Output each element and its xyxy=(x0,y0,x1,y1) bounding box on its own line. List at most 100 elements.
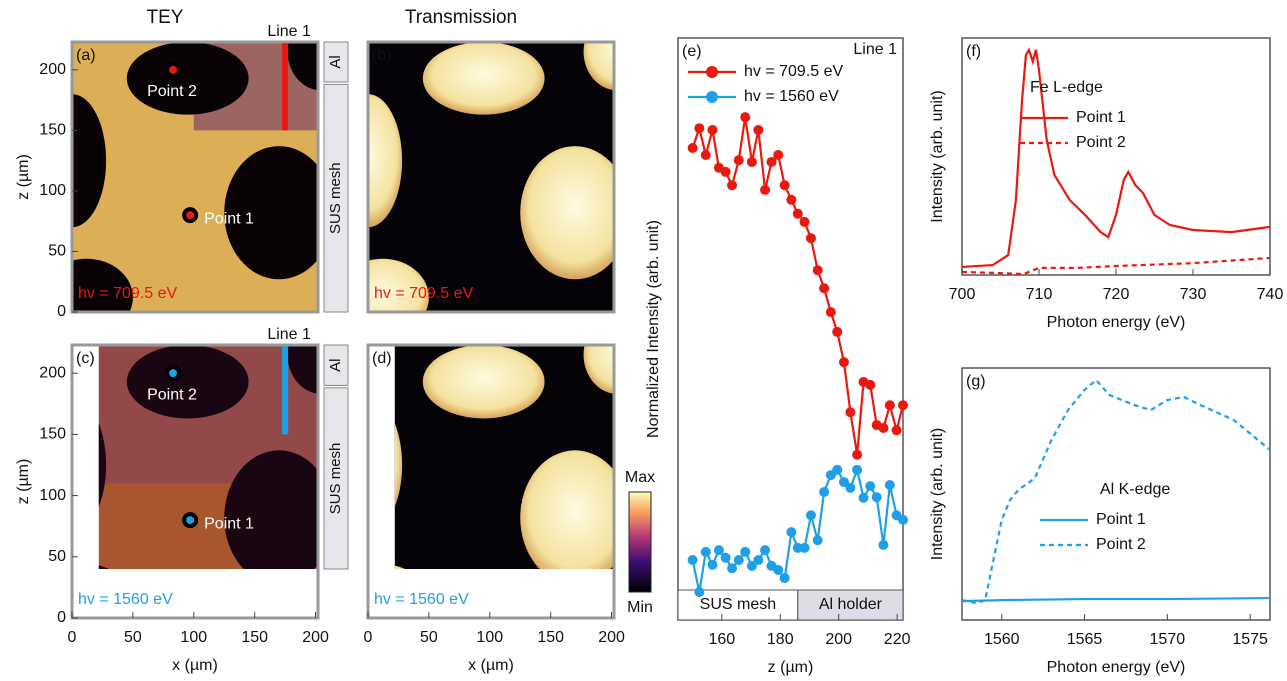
image-feature xyxy=(583,42,614,91)
frame xyxy=(70,40,320,314)
series-marker xyxy=(779,573,790,584)
y-tick-label: 50 xyxy=(48,243,66,260)
legend-label: Point 1 xyxy=(1096,511,1146,528)
image-feature xyxy=(224,146,318,280)
point-label: Point 1 xyxy=(204,515,254,532)
series-marker xyxy=(898,514,908,525)
image-feature xyxy=(72,94,107,228)
y-tick-label: 100 xyxy=(39,487,66,504)
panel-label: (g) xyxy=(966,373,986,390)
series-marker xyxy=(779,180,790,191)
series-marker xyxy=(898,400,908,411)
series-marker xyxy=(720,552,731,563)
panel-label: (a) xyxy=(76,47,96,64)
x-tick-label: 1575 xyxy=(1232,631,1268,648)
x-tick-label: 50 xyxy=(124,629,142,646)
y-tick-label: 100 xyxy=(39,182,66,199)
frame xyxy=(961,367,1271,621)
image-feature xyxy=(394,565,405,570)
point-dot xyxy=(186,211,195,220)
x-axis-label: Photon energy (eV) xyxy=(1047,314,1186,331)
side-label: Al xyxy=(327,55,344,68)
series-marker xyxy=(812,535,823,546)
column-title: TEY xyxy=(147,7,184,28)
profile-line xyxy=(282,43,289,131)
image-feature xyxy=(126,42,249,115)
image-feature xyxy=(98,565,109,570)
series-marker xyxy=(766,156,777,167)
image-feature xyxy=(368,258,429,312)
series-marker xyxy=(773,564,784,575)
legend-marker xyxy=(706,91,718,103)
x-tick-label: 700 xyxy=(949,286,976,303)
series-marker xyxy=(852,449,863,460)
y-tick-label: 150 xyxy=(39,426,66,443)
side-band xyxy=(323,387,349,570)
y-tick-label: 200 xyxy=(39,364,66,381)
image-feature xyxy=(422,42,545,115)
series-marker xyxy=(760,184,771,195)
series-marker xyxy=(694,587,705,598)
side-label: Al xyxy=(327,359,344,372)
series-marker xyxy=(687,555,698,566)
series-marker xyxy=(700,546,711,557)
image-feature xyxy=(126,345,249,419)
series-line xyxy=(961,256,1271,276)
x-axis-label: x (µm) xyxy=(468,657,514,674)
point-label: Point 2 xyxy=(147,386,197,403)
panel-label: (b) xyxy=(372,47,392,64)
panel-label: (c) xyxy=(76,350,95,367)
annotation: hv = 1560 eV xyxy=(374,591,469,608)
series-marker xyxy=(740,112,751,123)
y-axis-label: z (µm) xyxy=(15,459,32,505)
image-feature xyxy=(583,345,614,394)
frame xyxy=(366,343,616,620)
legend-label: Point 1 xyxy=(1076,109,1126,126)
legend-label: Point 2 xyxy=(1076,134,1126,151)
series-marker xyxy=(700,149,711,160)
series-marker xyxy=(878,422,889,433)
region-band xyxy=(797,589,904,621)
series-marker xyxy=(799,542,810,553)
image-feature xyxy=(287,345,318,394)
series-marker xyxy=(891,425,902,436)
series-marker xyxy=(786,194,797,205)
series-marker xyxy=(707,559,718,570)
x-tick-label: 200 xyxy=(825,631,852,648)
x-axis-label: Photon energy (eV) xyxy=(1047,659,1186,676)
x-tick-label: 100 xyxy=(180,629,207,646)
line-label: Line 1 xyxy=(267,326,311,343)
series-marker xyxy=(733,555,744,566)
point-dot xyxy=(186,516,195,525)
point-dot xyxy=(169,65,178,74)
series-marker xyxy=(753,555,764,566)
series-marker xyxy=(845,407,856,418)
y-axis-label: Intensity (arb. unit) xyxy=(929,428,946,561)
series-marker xyxy=(727,563,738,574)
colorbar-max: Max xyxy=(625,469,655,486)
point-label: Point 2 xyxy=(147,83,197,100)
colorbar-min: Min xyxy=(627,599,653,616)
series-marker xyxy=(838,477,849,488)
x-tick-label: 730 xyxy=(1180,286,1207,303)
region-label: SUS mesh xyxy=(700,596,776,613)
image-feature xyxy=(520,146,614,280)
x-tick-label: 1560 xyxy=(984,631,1020,648)
legend-title: Al K-edge xyxy=(1100,481,1170,498)
legend-title: Fe L-edge xyxy=(1030,79,1103,96)
series-marker xyxy=(805,510,816,521)
series-marker xyxy=(819,283,830,294)
series-marker xyxy=(733,155,744,166)
series-marker xyxy=(740,546,751,557)
series-marker xyxy=(746,156,757,167)
x-tick-label: 0 xyxy=(364,629,373,646)
side-label: SUS mesh xyxy=(327,162,344,234)
y-tick-label: 0 xyxy=(57,303,66,320)
series-marker xyxy=(852,464,863,475)
image-feature xyxy=(72,258,133,312)
y-tick-label: 200 xyxy=(39,61,66,78)
side-band xyxy=(323,83,349,313)
series-marker xyxy=(878,539,889,550)
image xyxy=(72,42,318,312)
